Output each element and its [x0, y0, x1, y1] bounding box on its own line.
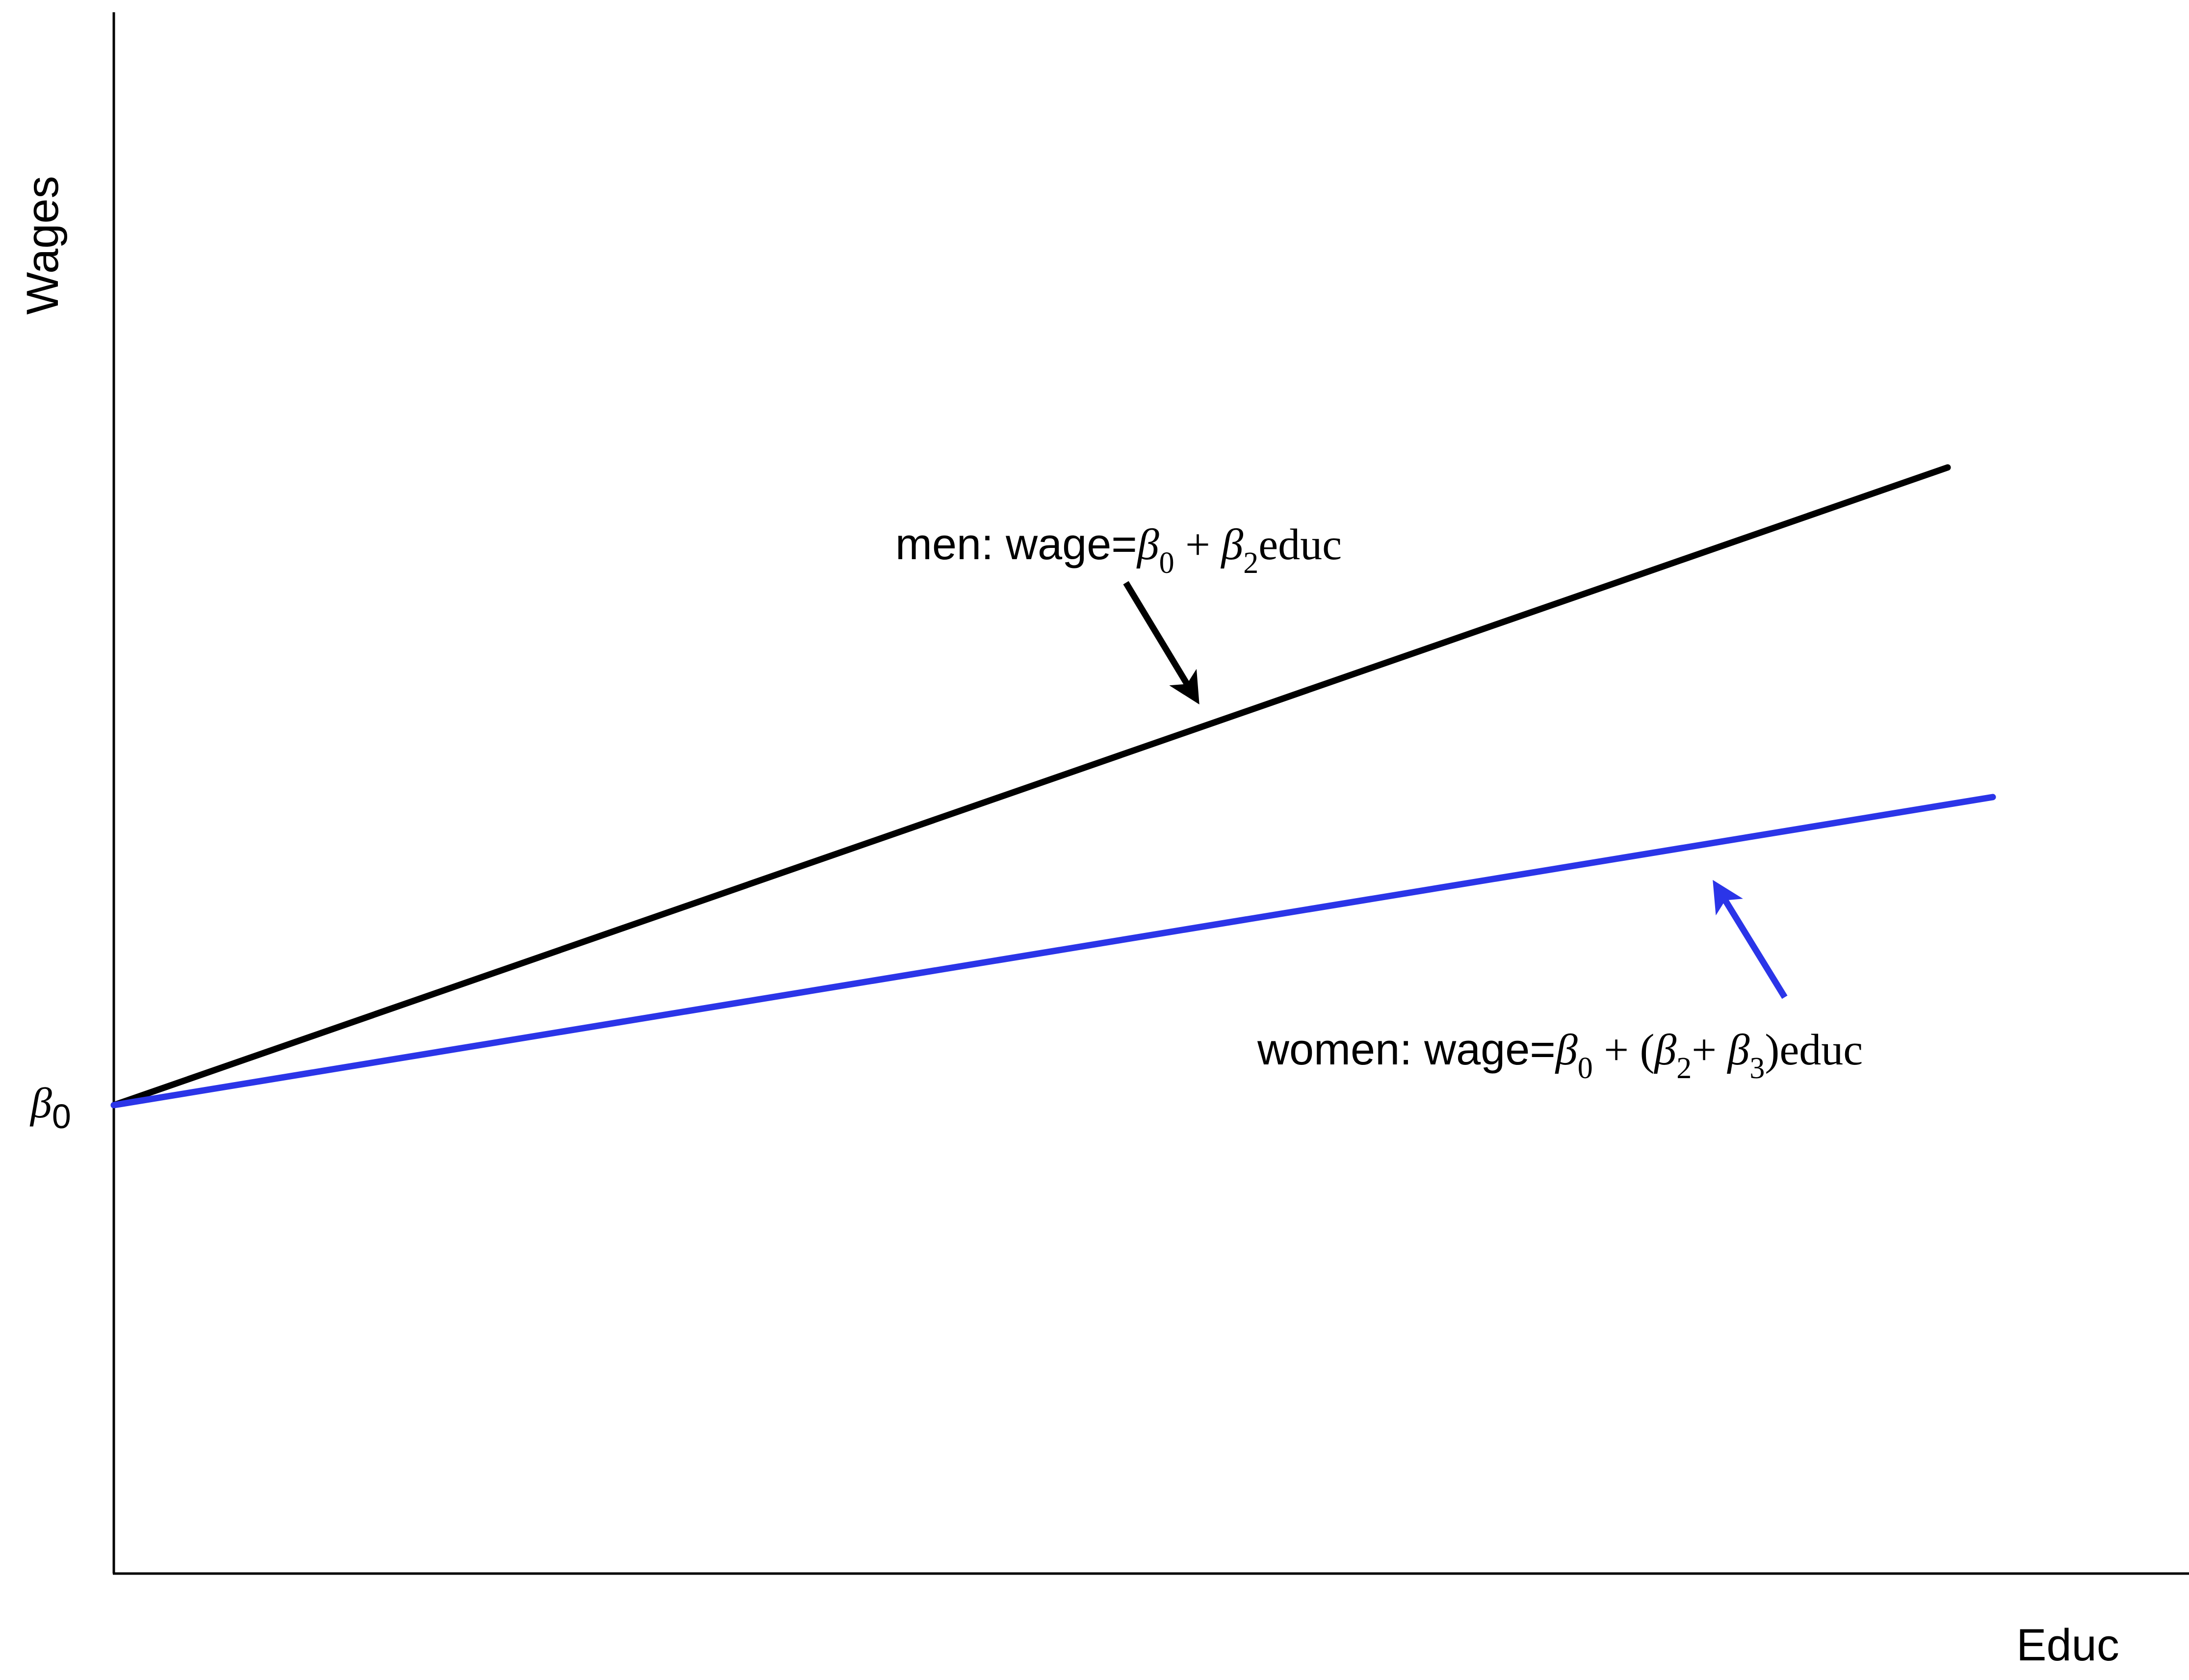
men-wage-line — [110, 464, 1951, 1109]
men-annotation-arrow — [1123, 581, 1199, 705]
women-annotation-arrow — [1713, 879, 1788, 999]
y-axis-label: Wages — [18, 176, 68, 315]
men-equation-label: men: wage=β0 + β2educ — [895, 520, 1342, 580]
women-wage-line — [110, 794, 1996, 1109]
x-axis-label: Educ — [2016, 1620, 2119, 1670]
women-equation-label: women: wage=β0 + (β2+ β3)educ — [1257, 1025, 1863, 1085]
intercept-label: β0 — [29, 1080, 71, 1136]
